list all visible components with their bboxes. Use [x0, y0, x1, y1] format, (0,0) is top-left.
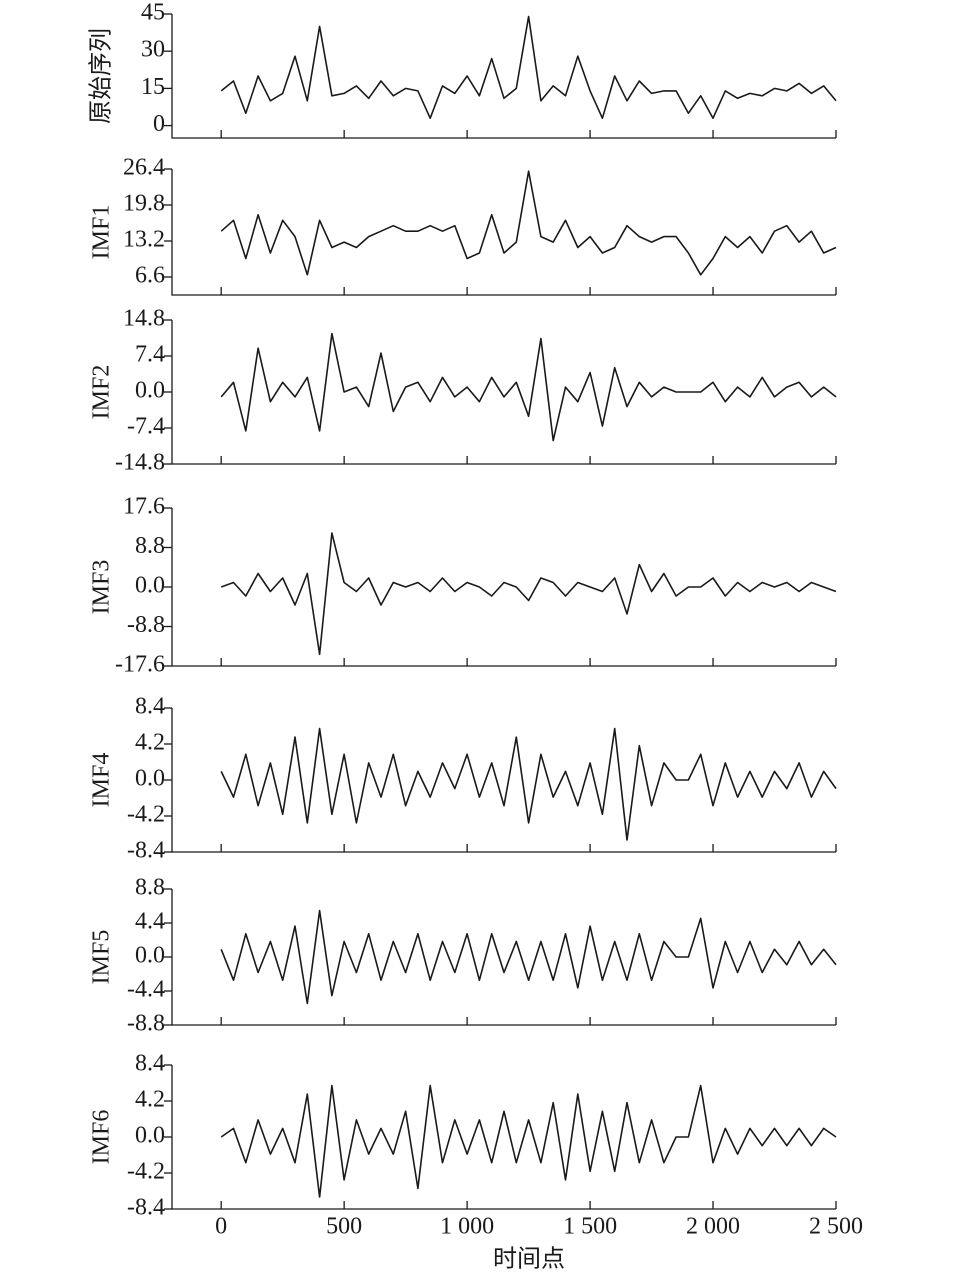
y-tick-label: 19.8 — [123, 191, 165, 217]
y-axis-label: IMF1 — [89, 205, 115, 260]
x-tick-label: 1 500 — [563, 1214, 617, 1240]
y-tick-label: 8.8 — [135, 875, 165, 901]
y-axis-label: IMF5 — [89, 930, 115, 985]
y-tick-label: 4.2 — [135, 730, 165, 756]
y-tick-label: 17.6 — [123, 494, 165, 520]
y-tick-label: 45 — [141, 0, 165, 26]
signal-line — [220, 1084, 837, 1198]
y-tick-label: -17.6 — [115, 652, 165, 678]
y-tick-label: 6.6 — [135, 263, 165, 289]
axis-spine — [171, 708, 836, 853]
y-tick-label: 0.0 — [135, 766, 165, 792]
y-tick-label: -4.2 — [127, 1159, 165, 1185]
y-tick-label: -14.8 — [115, 450, 165, 476]
signal-line — [220, 170, 837, 276]
y-tick-label: 0 — [153, 111, 165, 137]
y-tick-label: 13.2 — [123, 227, 165, 253]
signal-line — [220, 909, 837, 1005]
y-tick-label: -8.8 — [127, 612, 165, 638]
y-axis-label: IMF3 — [89, 560, 115, 615]
x-tick-label: 0 — [215, 1214, 227, 1240]
y-tick-label: -4.2 — [127, 802, 165, 828]
axis-spine — [171, 508, 836, 667]
y-tick-label: 8.4 — [135, 694, 165, 720]
y-tick-label: -8.4 — [127, 1195, 165, 1221]
y-tick-label: 0.0 — [135, 943, 165, 969]
y-axis-label: IMF6 — [89, 1110, 115, 1165]
signal-line — [220, 532, 837, 656]
axis-spine — [171, 169, 836, 296]
x-tick-label: 1 000 — [440, 1214, 494, 1240]
x-tick-label: 500 — [326, 1214, 362, 1240]
y-tick-label: 0.0 — [135, 573, 165, 599]
y-tick-label: 30 — [141, 37, 165, 63]
y-tick-label: 8.4 — [135, 1051, 165, 1077]
axis-spine — [171, 320, 836, 465]
y-axis-label: IMF4 — [89, 753, 115, 808]
y-tick-label: -8.8 — [127, 1011, 165, 1037]
signal-line — [220, 332, 837, 442]
y-axis-label: 原始序列 — [88, 28, 115, 124]
y-tick-label: 0.0 — [135, 1123, 165, 1149]
y-tick-label: -7.4 — [127, 414, 165, 440]
signal-line — [220, 727, 837, 841]
y-tick-label: -4.4 — [127, 977, 165, 1003]
signal-line — [220, 15, 837, 119]
y-axis-label: IMF2 — [89, 365, 115, 420]
y-tick-label: 8.8 — [135, 533, 165, 559]
y-tick-label: 14.8 — [123, 306, 165, 332]
y-tick-label: -8.4 — [127, 838, 165, 864]
y-tick-label: 4.4 — [135, 909, 165, 935]
y-tick-label: 7.4 — [135, 342, 165, 368]
x-axis-label: 时间点 — [493, 1246, 565, 1273]
x-tick-label: 2 500 — [809, 1214, 863, 1240]
axis-spine — [171, 889, 836, 1026]
y-tick-label: 0.0 — [135, 378, 165, 404]
axis-spine — [171, 14, 836, 139]
x-tick-label: 2 000 — [686, 1214, 740, 1240]
y-tick-label: 26.4 — [123, 155, 165, 181]
y-tick-label: 15 — [141, 74, 165, 100]
y-tick-label: 4.2 — [135, 1087, 165, 1113]
axis-spine — [171, 1065, 836, 1210]
